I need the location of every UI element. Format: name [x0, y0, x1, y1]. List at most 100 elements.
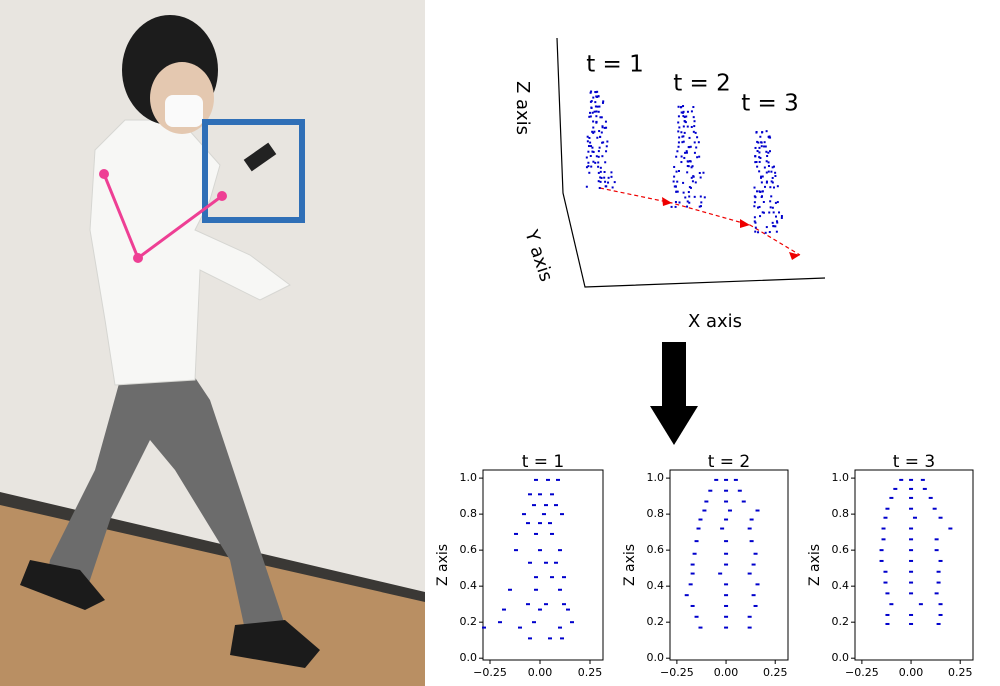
cloud-point [610, 171, 613, 174]
cloud-point [771, 221, 774, 224]
cloud-point [589, 91, 592, 94]
point [718, 572, 723, 575]
plot-frame [854, 469, 974, 661]
cloud-point [673, 165, 676, 168]
point [909, 538, 914, 541]
cloud-point [676, 190, 679, 193]
point [936, 581, 941, 584]
cloud-point [756, 140, 759, 143]
point [542, 513, 546, 516]
cloud-point [687, 160, 690, 163]
cloud-point [683, 116, 686, 119]
chart-title: t = 2 [708, 452, 751, 472]
cloud-point [686, 165, 689, 168]
cloud-point [679, 106, 682, 109]
cloud-point [766, 155, 769, 158]
cloud-point [595, 120, 598, 123]
cloud-point [601, 141, 604, 144]
point [948, 527, 953, 530]
point [747, 615, 752, 618]
y-tick-label: 0.0 [647, 651, 665, 664]
cloud-point [606, 140, 609, 143]
cloud-point [680, 161, 683, 164]
point [909, 478, 914, 481]
cloud-point [605, 150, 608, 153]
cloud-point [692, 130, 695, 133]
cloud-point [753, 186, 756, 189]
point [753, 552, 758, 555]
cloud-point [765, 171, 768, 174]
point [909, 549, 914, 552]
cloud-point [760, 141, 763, 144]
cloud-point [769, 206, 772, 209]
y-tick-label: 0.8 [832, 507, 850, 520]
cloud-point [754, 161, 757, 164]
cloud-point [694, 131, 697, 134]
cloud-point [686, 171, 689, 174]
cloud-point [682, 181, 685, 184]
cloud-point [601, 101, 604, 104]
cloud-point [690, 125, 693, 128]
cloud-point [693, 120, 696, 123]
y-axis-label: Z axis [435, 544, 451, 586]
point [909, 487, 914, 490]
point [883, 570, 888, 573]
y-tick-label: 0.4 [647, 579, 665, 592]
point [534, 576, 538, 579]
cloud-point [674, 200, 677, 203]
point [698, 626, 703, 629]
cloud-point [675, 155, 678, 158]
point [690, 604, 695, 607]
cloud-point [774, 215, 777, 218]
cloud-point [774, 175, 777, 178]
point [909, 622, 914, 625]
cloud-point [683, 131, 686, 134]
point [938, 603, 943, 606]
axis-label: Y axis [520, 227, 557, 285]
point [704, 500, 709, 503]
shoe [20, 560, 105, 610]
cloud-point [689, 145, 692, 148]
axis-label: X axis [688, 311, 742, 332]
point [751, 594, 756, 597]
point [879, 559, 884, 562]
cloud-point [753, 216, 756, 219]
cloud-point [765, 130, 768, 133]
cloud-point [597, 165, 600, 168]
cloud-point [693, 141, 696, 144]
cloud-point [699, 176, 702, 179]
cloud-point [682, 125, 685, 128]
cloud-point [599, 135, 602, 138]
cloud-point [756, 165, 759, 168]
cloud-point [613, 181, 616, 184]
keypoint [133, 253, 143, 263]
arrow-head [650, 406, 698, 445]
y-tick-label: 0.6 [460, 543, 478, 556]
cloud-point [602, 100, 605, 103]
point [526, 522, 530, 525]
point [724, 500, 729, 503]
cloud-point [760, 196, 763, 199]
cloud-point [675, 190, 678, 193]
cloud-point [597, 171, 600, 174]
point [562, 576, 566, 579]
cloud-point [596, 136, 599, 139]
point [885, 622, 890, 625]
point [544, 603, 548, 606]
cloud-point [692, 116, 695, 119]
cloud-point [682, 140, 685, 143]
cloud-point [593, 110, 596, 113]
y-tick-label: 1.0 [647, 471, 665, 484]
cloud-point [780, 215, 783, 218]
point [558, 626, 562, 629]
cloud-point [698, 155, 701, 158]
cloud-point [680, 155, 683, 158]
cloud-point [595, 110, 598, 113]
cloud-point [756, 190, 759, 193]
point [724, 478, 729, 481]
cloud-point [773, 165, 776, 168]
point [909, 496, 914, 499]
cloud-point [675, 170, 678, 173]
axis-frame [556, 37, 826, 288]
pants [45, 370, 285, 630]
